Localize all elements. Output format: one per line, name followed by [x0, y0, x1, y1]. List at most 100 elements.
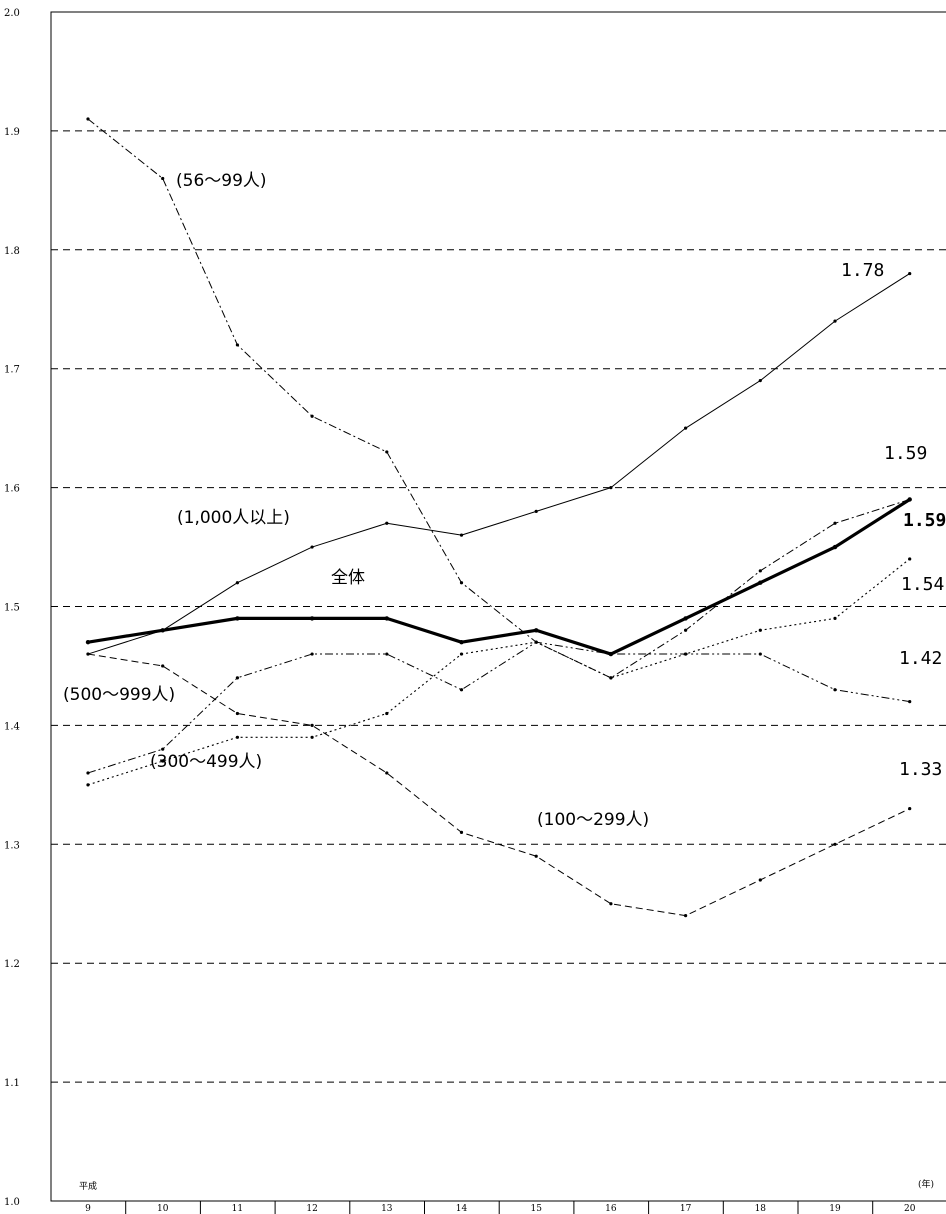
data-point [161, 176, 165, 181]
x-tick-label: 16 [605, 1204, 617, 1214]
data-point [609, 676, 613, 680]
data-point [534, 509, 538, 513]
data-point [833, 688, 837, 692]
data-point [160, 628, 165, 633]
x-tick-label: 20 [904, 1204, 916, 1214]
data-point [235, 616, 240, 621]
data-point [235, 711, 239, 716]
data-point [310, 414, 314, 418]
x-tick-label: 10 [157, 1204, 169, 1214]
series-line [87, 273, 910, 655]
data-point [758, 580, 763, 585]
data-point [235, 581, 239, 585]
data-point [384, 616, 389, 621]
data-point [86, 117, 90, 121]
y-tick-label: 1.8 [4, 246, 20, 257]
x-tick-label: 19 [829, 1204, 841, 1214]
data-point [459, 533, 464, 537]
data-point [833, 319, 837, 323]
data-point [609, 486, 613, 490]
y-tick-label: 1.0 [4, 1197, 20, 1208]
data-point [385, 450, 389, 454]
y-tick-label: 1.7 [4, 365, 20, 376]
data-point [758, 378, 762, 383]
data-point [683, 616, 688, 621]
data-point [833, 842, 837, 846]
data-point [908, 700, 912, 704]
data-point [86, 783, 90, 787]
series-label-100-299: (100～299人) [537, 810, 649, 830]
x-tick-label: 9 [85, 1204, 91, 1214]
end-label-300-499: 1.54 [901, 574, 944, 595]
end-label-56-99: 1.59 [884, 443, 927, 464]
data-point [459, 639, 464, 645]
y-tick-label: 1.9 [4, 127, 20, 138]
x-tick-label: 11 [232, 1204, 243, 1214]
data-point [385, 652, 389, 656]
data-point [385, 711, 389, 716]
x-tick-label: 14 [456, 1204, 468, 1214]
x-tick-label: 18 [755, 1204, 767, 1214]
data-point [907, 497, 912, 502]
data-point [310, 545, 314, 549]
data-point [609, 902, 613, 906]
series-label-56-99: (56～99人) [176, 171, 267, 191]
data-point [832, 544, 838, 550]
x-tick-label: 17 [680, 1204, 692, 1214]
series-line [87, 558, 911, 786]
data-point [235, 735, 239, 739]
data-point [310, 652, 314, 656]
data-point [235, 676, 239, 680]
data-point [161, 759, 165, 763]
series-label-total: 全体 [331, 568, 365, 588]
y-tick-label: 1.3 [4, 840, 20, 851]
data-point [459, 581, 464, 585]
data-point [385, 521, 389, 525]
data-point [684, 652, 688, 656]
y-tick-label: 2.0 [4, 8, 20, 19]
series-line [87, 653, 910, 917]
series-line [87, 118, 910, 679]
y-tick-label: 1.2 [4, 959, 20, 970]
data-point [309, 616, 315, 621]
series-line [87, 641, 910, 774]
data-point [385, 771, 389, 775]
end-label-100-299: 1.33 [899, 759, 942, 780]
x-unit-label: (年) [918, 1178, 934, 1190]
data-point [85, 639, 91, 645]
x-first-prefix: 平成 [79, 1180, 97, 1192]
data-point [459, 652, 464, 656]
series-line [87, 498, 911, 656]
series-label-1000-plus: (1,000人以上) [177, 508, 290, 528]
data-point [534, 628, 539, 633]
data-point [534, 640, 538, 644]
data-point [758, 652, 762, 656]
x-axis-ticks: 9 10 11 12 13 14 15 16 17 18 19 20 [85, 1201, 916, 1214]
data-point [758, 569, 762, 573]
data-point [235, 343, 239, 347]
data-point [908, 557, 912, 561]
end-label-500-999: 1.42 [899, 648, 942, 669]
data-point [86, 771, 90, 775]
data-point [758, 878, 762, 882]
y-tick-label: 1.5 [4, 603, 20, 614]
x-tick-label: 13 [381, 1204, 393, 1214]
y-tick-label: 1.1 [4, 1078, 20, 1089]
data-point [833, 616, 837, 620]
x-tick-label: 12 [306, 1204, 317, 1214]
data-point [86, 652, 90, 656]
y-tick-label: 1.4 [4, 721, 20, 732]
data-point [684, 628, 688, 632]
data-point [684, 426, 688, 430]
gridlines [51, 130, 946, 1083]
x-tick-label: 15 [530, 1204, 542, 1214]
data-point [459, 830, 464, 835]
data-point [833, 521, 837, 525]
data-point [908, 271, 912, 276]
data-point [534, 854, 538, 858]
y-axis-ticks: 1.0 1.1 1.2 1.3 1.4 1.5 1.6 1.7 1.8 1.9 2.0 [4, 8, 20, 1208]
series-label-300-499: (300～499人) [150, 752, 262, 772]
data-point [908, 807, 912, 811]
data-point [684, 914, 688, 918]
